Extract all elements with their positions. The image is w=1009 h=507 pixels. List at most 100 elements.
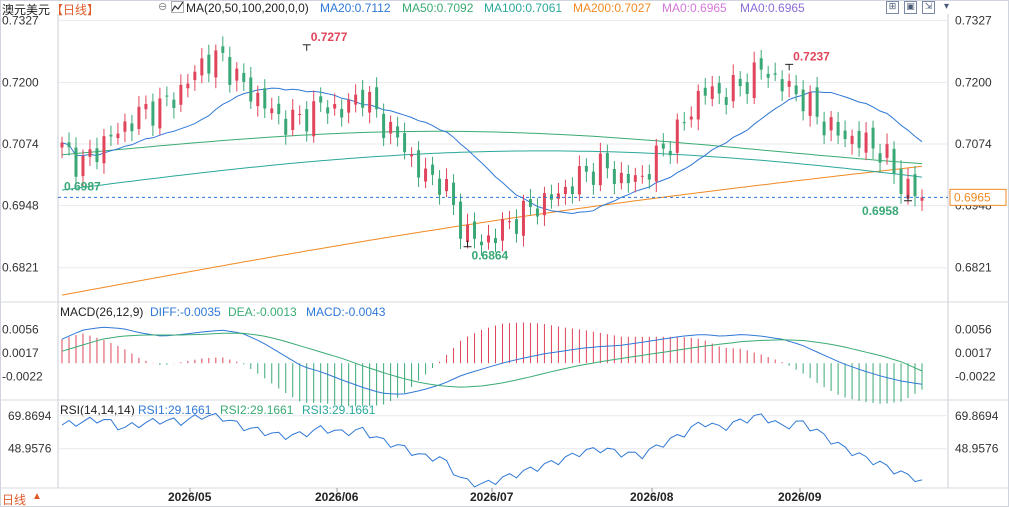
candle <box>417 141 421 188</box>
price-y-tick-right: 0.7074 <box>955 137 992 151</box>
candle-body <box>123 121 127 132</box>
candle <box>913 165 917 207</box>
x-axis-label: 2026/09 <box>778 490 822 504</box>
candle-body <box>913 174 917 197</box>
candle <box>724 87 728 115</box>
candle-body <box>815 87 819 117</box>
ma-label: MA(20,50,100,200,0,0) <box>186 1 309 15</box>
ma200-value: MA200:0.7027 <box>573 1 652 15</box>
candle <box>431 156 435 186</box>
price-y-tick-left: 0.7327 <box>2 13 39 27</box>
ma-extra1-value: MA0:0.6965 <box>662 1 727 15</box>
candle-body <box>682 122 686 124</box>
candle-body <box>731 75 735 102</box>
macd-dea-label: DEA:-0.0013 <box>228 305 297 319</box>
candle-body <box>452 182 456 205</box>
candle-body <box>619 172 623 184</box>
candle-body <box>74 147 78 177</box>
candle-body <box>885 144 889 158</box>
candle-body <box>871 127 875 149</box>
candle-body <box>773 73 777 75</box>
candle <box>605 144 609 179</box>
candle <box>619 162 623 190</box>
candle-body <box>759 58 763 70</box>
candle-body <box>570 186 574 195</box>
candle-body <box>109 134 113 137</box>
footer-period[interactable]: 日线 ▲ <box>0 489 56 507</box>
candle <box>871 120 875 160</box>
collapse-icon[interactable]: ▾ <box>943 1 950 12</box>
candle-body <box>284 118 288 135</box>
ma20-value: MA20:0.7112 <box>320 1 391 15</box>
candle-body <box>263 88 267 109</box>
candle <box>158 87 162 135</box>
candle <box>221 36 225 62</box>
high-label-1: 0.7277 <box>311 30 348 44</box>
rsi2-label: RSI2:29.1661 <box>220 403 294 417</box>
candle-body <box>661 143 665 149</box>
candle <box>710 75 714 107</box>
candle <box>144 95 148 120</box>
candle-body <box>375 87 379 110</box>
ma200-line <box>61 165 923 296</box>
candle-body <box>514 219 518 234</box>
candle-body <box>424 168 428 182</box>
candle <box>172 92 176 119</box>
chart-type-icon[interactable] <box>171 1 184 13</box>
candle-body <box>298 113 302 115</box>
candle-body <box>445 179 449 192</box>
candle-body <box>766 73 770 78</box>
candle-body <box>158 98 162 129</box>
candle <box>521 194 525 247</box>
candle-body <box>95 148 99 163</box>
candle-body <box>431 164 435 175</box>
candle <box>193 65 197 91</box>
candle <box>291 99 295 136</box>
candle-body <box>88 149 92 157</box>
candle <box>67 132 71 156</box>
cycle-icon[interactable]: ⊖ <box>158 1 168 13</box>
candle-body <box>864 132 868 153</box>
candle <box>354 84 358 113</box>
candle <box>759 49 763 80</box>
candle <box>277 95 281 125</box>
candle <box>60 136 64 159</box>
candle-body <box>920 197 924 201</box>
footer-label: 日线 <box>2 493 27 507</box>
period-title[interactable]: 【日线】 <box>51 3 100 17</box>
rsi-label: RSI(14,14,14) <box>60 403 135 417</box>
candle-body <box>319 96 323 103</box>
candle-body <box>466 224 470 243</box>
candle <box>88 139 92 166</box>
candle <box>235 62 239 92</box>
rsi-y-tick-left: 69.8694 <box>8 409 52 423</box>
candle <box>347 93 351 124</box>
candle <box>389 115 393 145</box>
candle-body <box>738 78 742 87</box>
candle <box>507 210 511 230</box>
candle <box>382 103 386 146</box>
ma100-line <box>61 150 923 191</box>
last-price-label: 0.6965 <box>954 190 991 204</box>
candle <box>74 137 78 185</box>
candle <box>731 64 735 108</box>
candle-body <box>67 142 71 148</box>
candle <box>787 73 791 98</box>
candle <box>801 80 805 121</box>
candle <box>892 141 896 184</box>
layout-icon[interactable]: ▣ <box>904 1 917 14</box>
macd-y-tick-right: 0.0056 <box>955 323 992 337</box>
candle <box>305 101 309 142</box>
candle-body <box>60 142 64 148</box>
grid-icon[interactable]: ⊞ <box>886 1 899 14</box>
candle <box>843 120 847 148</box>
high-label-2: 0.7237 <box>793 49 830 63</box>
price-y-tick-left: 0.6821 <box>2 261 39 275</box>
candle-body <box>214 50 218 78</box>
candle <box>773 62 777 82</box>
candle <box>452 174 456 216</box>
rsi-y-tick-left: 48.9576 <box>8 442 52 456</box>
candle-body <box>724 97 728 105</box>
export-icon[interactable]: ⇲ <box>922 1 935 14</box>
